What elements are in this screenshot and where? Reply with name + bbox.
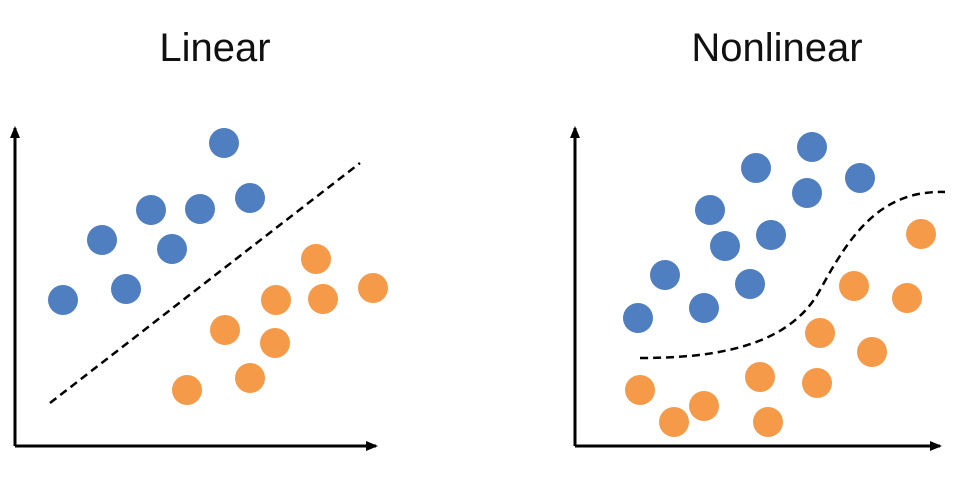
nonlinear-orange-point-11 — [753, 407, 783, 437]
nonlinear-orange-point-10 — [659, 407, 689, 437]
linear-decision-boundary — [49, 162, 361, 404]
nonlinear-orange-point-7 — [802, 368, 832, 398]
nonlinear-orange-point-4 — [805, 318, 835, 348]
nonlinear-blue-point-11 — [623, 303, 653, 333]
linear-blue-point-7 — [48, 285, 78, 315]
nonlinear-blue-point-3 — [845, 163, 875, 193]
nonlinear-blue-point-1 — [797, 132, 827, 162]
linear-panel-title: Linear — [159, 26, 271, 70]
nonlinear-orange-point-1 — [906, 219, 936, 249]
linear-blue-point-3 — [185, 194, 215, 224]
nonlinear-orange-point-2 — [839, 271, 869, 301]
nonlinear-blue-point-8 — [650, 260, 680, 290]
nonlinear-orange-point-3 — [892, 283, 922, 313]
nonlinear-axes — [570, 126, 942, 451]
nonlinear-orange-point-5 — [857, 337, 887, 367]
linear-blue-point-6 — [157, 234, 187, 264]
linear-orange-point-1 — [301, 244, 331, 274]
nonlinear-blue-point-10 — [689, 293, 719, 323]
nonlinear-blue-point-5 — [695, 195, 725, 225]
linear-blue-point-8 — [111, 274, 141, 304]
nonlinear-blue-point-6 — [710, 231, 740, 261]
nonlinear-blue-point-9 — [735, 269, 765, 299]
nonlinear-blue-point-2 — [741, 153, 771, 183]
linear-axes — [10, 126, 378, 451]
linear-orange-point-8 — [235, 363, 265, 393]
linear-blue-point-5 — [87, 225, 117, 255]
nonlinear-points — [623, 132, 936, 437]
nonlinear-orange-point-9 — [689, 391, 719, 421]
linear-orange-point-4 — [358, 273, 388, 303]
nonlinear-orange-point-8 — [625, 375, 655, 405]
nonlinear-blue-point-4 — [792, 178, 822, 208]
linear-orange-point-2 — [261, 285, 291, 315]
linear-orange-point-6 — [260, 328, 290, 358]
linear-blue-point-4 — [235, 183, 265, 213]
nonlinear-orange-point-6 — [745, 362, 775, 392]
nonlinear-decision-boundary — [639, 190, 946, 360]
nonlinear-panel-title: Nonlinear — [691, 26, 863, 70]
linear-orange-point-5 — [210, 315, 240, 345]
linear-blue-point-2 — [136, 195, 166, 225]
linear-orange-point-3 — [308, 284, 338, 314]
linear-points — [48, 128, 388, 405]
linear-orange-point-7 — [172, 375, 202, 405]
linear-blue-point-1 — [209, 128, 239, 158]
nonlinear-blue-point-7 — [756, 220, 786, 250]
